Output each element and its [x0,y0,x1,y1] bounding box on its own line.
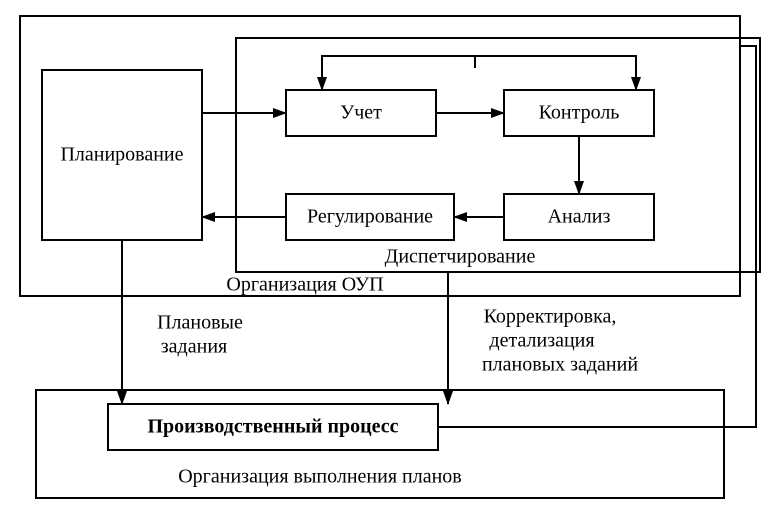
flowchart-svg: Планирование Учет Контроль Регулирование… [0,0,768,506]
edge-feedback-top [322,56,636,68]
node-process-label: Производственный процесс [147,416,398,438]
node-analysis-label: Анализ [548,206,611,228]
label-dispatch-title: Диспетчирование [385,246,536,268]
node-regulation-label: Регулирование [307,206,433,228]
label-corr-3: плановых заданий [482,354,638,376]
node-planning-label: Планирование [60,144,183,166]
label-plan-tasks-1: Плановые [157,312,243,334]
node-process: Производственный процесс [108,404,438,450]
node-regulation: Регулирование [286,194,454,240]
node-accounting-label: Учет [340,102,382,124]
node-accounting: Учет [286,90,436,136]
label-org-exec: Организация выполнения планов [178,466,462,488]
node-control-label: Контроль [539,102,620,124]
node-planning: Планирование [42,70,202,240]
label-corr-1: Корректировка, [484,306,617,328]
label-corr-2: детализация [489,330,594,352]
label-plan-tasks-2: задания [161,336,227,358]
node-analysis: Анализ [504,194,654,240]
label-org-oup: Организация ОУП [226,274,383,296]
node-control: Контроль [504,90,654,136]
